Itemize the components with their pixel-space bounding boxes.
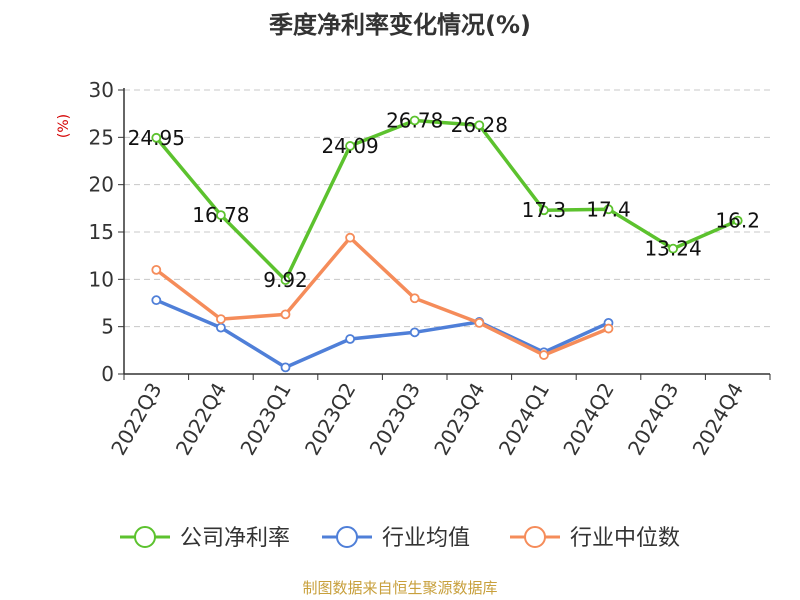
data-label-2024Q2: 17.4: [586, 197, 631, 221]
legend[interactable]: 公司净利率 行业均值 行业中位数: [120, 526, 680, 551]
series-group: [151, 115, 743, 373]
series-0-point-2023Q3: [409, 115, 420, 126]
x-axis-ticks: 2022Q3 2022Q4 2023Q1 2023Q2 2023Q3 2023Q4 2024…: [106, 374, 771, 460]
legend-swatch-marker-2: [524, 526, 546, 548]
x-tick-label-2023Q4: 2023Q4: [429, 379, 489, 460]
series-0-point-2024Q3: [668, 243, 678, 254]
series-2-point-2023Q1: [280, 309, 291, 320]
data-label-2022Q3: 24.95: [128, 126, 185, 150]
data-source-note: 制图数据来自恒生聚源数据库: [302, 579, 497, 597]
series-0-point-2024Q2: [603, 204, 614, 215]
y-axis-label: (%): [56, 114, 72, 138]
series-0-point-2024Q4: [732, 215, 743, 226]
x-tick-label-2023Q1: 2023Q1: [235, 379, 295, 460]
series-1-point-2023Q3: [409, 327, 420, 338]
series-0-point-2024Q1: [539, 205, 549, 216]
legend-swatch-marker-1: [336, 526, 358, 548]
data-label-2023Q1: 9.92: [263, 268, 308, 292]
legend-item-0[interactable]: 公司净利率: [120, 526, 290, 551]
series-0-point-2023Q1: [280, 275, 291, 285]
data-label-2024Q4: 16.2: [715, 209, 760, 233]
y-tick-label-15: 15: [89, 220, 114, 244]
x-tick-label-2024Q1: 2024Q1: [494, 379, 554, 460]
legend-label-2: 行业中位数: [570, 526, 680, 551]
y-tick-label-30: 30: [89, 78, 114, 102]
series-0-point-2022Q3: [151, 132, 162, 143]
data-label-2022Q4: 16.78: [192, 203, 249, 227]
y-axis-ticks: 0 5 10 15 20 25 30: [89, 78, 124, 386]
series-2-point-2023Q3: [409, 293, 420, 304]
data-label-2024Q1: 17.3: [522, 198, 567, 222]
x-tick-label-2024Q3: 2024Q3: [623, 379, 683, 460]
x-tick-label-2022Q4: 2022Q4: [171, 379, 231, 460]
series-2-point-2024Q2: [603, 323, 614, 334]
legend-label-1: 行业均值: [382, 526, 470, 551]
series-2-point-2024Q1: [539, 350, 549, 360]
series-0-point-2022Q4: [215, 210, 226, 221]
series-line-1: [155, 298, 610, 370]
data-label-2023Q4: 26.28: [451, 113, 508, 137]
series-1-point-2022Q4: [215, 322, 226, 333]
y-tick-label-20: 20: [89, 173, 114, 197]
series-2-point-2023Q4: [474, 317, 485, 328]
y-tick-label-10: 10: [89, 267, 114, 291]
x-tick-label-2024Q4: 2024Q4: [688, 379, 748, 460]
series-line-2: [155, 235, 610, 357]
x-tick-label-2024Q2: 2024Q2: [558, 379, 618, 460]
chart-title: 季度净利率变化情况(%): [269, 11, 531, 39]
data-label-2023Q2: 24.09: [321, 134, 378, 158]
series-2-point-2022Q3: [151, 264, 162, 275]
series-0-point-2023Q4: [474, 120, 485, 131]
legend-item-2[interactable]: 行业中位数: [510, 526, 680, 551]
legend-item-1[interactable]: 行业均值: [322, 526, 470, 551]
x-tick-label-2023Q2: 2023Q2: [300, 379, 360, 460]
data-label-2024Q3: 13.24: [644, 237, 701, 261]
y-tick-label-25: 25: [89, 125, 114, 149]
series-2-point-2023Q2: [345, 232, 356, 243]
x-tick-label-2023Q3: 2023Q3: [365, 379, 425, 460]
y-tick-label-0: 0: [101, 362, 114, 386]
data-label-2023Q3: 26.78: [386, 108, 443, 132]
y-tick-label-5: 5: [101, 315, 114, 339]
legend-swatch-marker-0: [134, 526, 156, 548]
x-tick-label-2022Q3: 2022Q3: [106, 379, 166, 460]
series-2-point-2022Q4: [215, 314, 226, 324]
series-1-point-2022Q3: [151, 295, 162, 306]
series-0-point-2023Q2: [345, 141, 356, 151]
legend-label-0: 公司净利率: [180, 526, 290, 551]
series-1-point-2023Q1: [280, 362, 291, 373]
series-1-point-2023Q2: [345, 334, 356, 344]
series-line-0: [154, 118, 739, 282]
data-labels: 24.95 16.78 9.92 24.09 26.78 26.28 17.3 17.4 13.…: [128, 108, 760, 292]
